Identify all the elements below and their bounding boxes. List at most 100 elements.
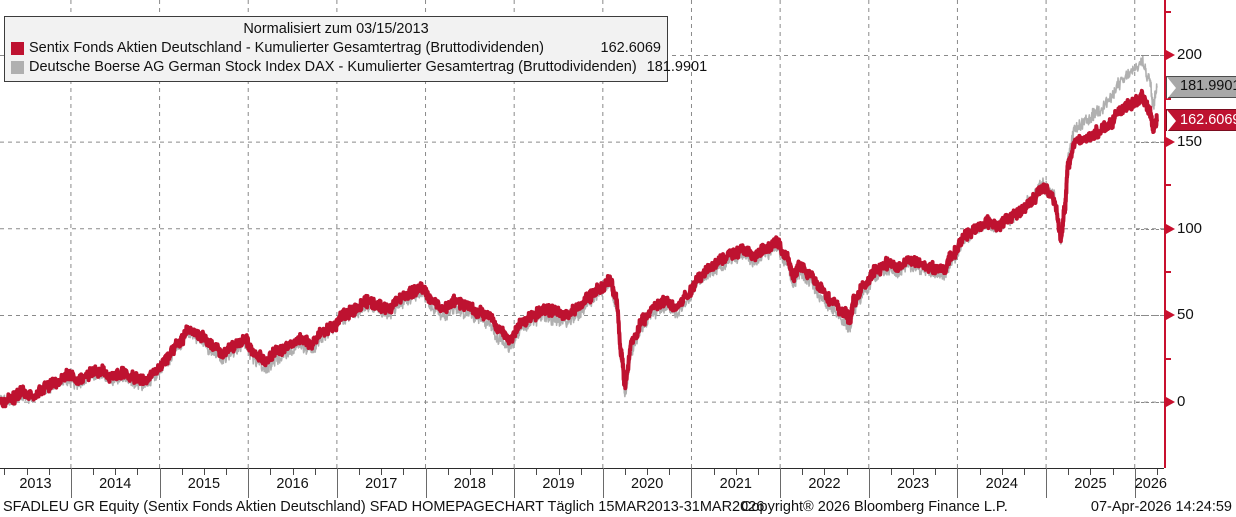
- status-bar: SFADLEU GR Equity (Sentix Fonds Aktien D…: [0, 498, 1236, 517]
- legend-label-sentix: Sentix Fonds Aktien Deutschland - Kumuli…: [29, 40, 544, 57]
- x-tick-minor: [536, 469, 538, 475]
- x-tick-minor: [492, 469, 494, 475]
- x-tick-major: [248, 468, 250, 498]
- x-tick-major: [868, 468, 870, 498]
- y-tick-arrow-icon: [1166, 223, 1175, 234]
- chart-plot-area: [0, 0, 1164, 468]
- y-tick-label: 50: [1177, 306, 1194, 324]
- legend-swatch-dax: [11, 60, 24, 74]
- copyright-notice: Copyright® 2026 Bloomberg Finance L.P.: [741, 499, 1008, 515]
- x-tick-major: [425, 468, 427, 498]
- y-tick-arrow-icon: [1166, 397, 1175, 408]
- y-tick-minor: [1164, 97, 1171, 100]
- legend-item-dax[interactable]: Deutsche Boerse AG German Stock Index DA…: [11, 58, 707, 77]
- x-tick-major: [159, 468, 161, 498]
- x-tick-minor: [558, 469, 560, 475]
- x-tick-major: [1134, 468, 1136, 498]
- x-tick-minor: [115, 469, 117, 475]
- x-tick-minor: [669, 469, 671, 475]
- x-tick-minor: [93, 469, 95, 475]
- x-tick-minor: [226, 469, 228, 475]
- x-tick-minor: [48, 469, 50, 475]
- x-tick-minor: [270, 469, 272, 475]
- x-tick-minor: [4, 469, 6, 475]
- legend-value-dax: 181.9901: [646, 58, 708, 75]
- y-axis-line: [1164, 0, 1166, 468]
- x-tick-minor: [735, 469, 737, 475]
- x-tick-minor: [1156, 469, 1158, 475]
- security-description: SFADLEU GR Equity (Sentix Fonds Aktien D…: [3, 499, 765, 515]
- y-tick-arrow-icon: [1166, 310, 1175, 321]
- price-tag-sentix-value: 162.6069: [1180, 112, 1236, 129]
- y-tick-minor: [1164, 11, 1171, 14]
- x-tick-minor: [1023, 469, 1025, 475]
- x-axis: 2013 2014 2015 2016 2017 2018 2019 2020 2021 2022…: [0, 468, 1167, 500]
- legend-label-dax: Deutsche Boerse AG German Stock Index DA…: [29, 58, 637, 75]
- x-tick-label: 2020: [631, 476, 664, 492]
- x-tick-label: 2019: [542, 476, 575, 492]
- x-tick-minor: [1068, 469, 1070, 475]
- flag-notch-icon: [1167, 76, 1176, 99]
- legend-title: Normalisiert zum 03/15/2013: [243, 21, 429, 37]
- x-tick-minor: [292, 469, 294, 475]
- y-tick-label: 0: [1177, 393, 1186, 411]
- x-tick-minor: [824, 469, 826, 475]
- y-tick-leader: [1136, 315, 1164, 317]
- x-tick-minor: [447, 469, 449, 475]
- y-tick-label: 150: [1177, 133, 1203, 151]
- x-axis-line: [0, 468, 1164, 469]
- x-tick-major: [602, 468, 604, 498]
- x-tick-minor: [1112, 469, 1114, 475]
- y-tick-label: 100: [1177, 219, 1203, 237]
- x-tick-major: [336, 468, 338, 498]
- x-tick-minor: [713, 469, 715, 475]
- x-tick-label: 2021: [719, 476, 752, 492]
- y-tick-leader: [1136, 142, 1164, 144]
- x-tick-minor: [359, 469, 361, 475]
- y-tick-leader: [1136, 55, 1164, 57]
- legend-item-sentix[interactable]: Sentix Fonds Aktien Deutschland - Kumuli…: [11, 39, 661, 58]
- x-tick-minor: [647, 469, 649, 475]
- x-tick-minor: [935, 469, 937, 475]
- price-tag-dax-value: 181.9901: [1180, 78, 1236, 95]
- x-tick-label: 2014: [99, 476, 132, 492]
- x-tick-minor: [181, 469, 183, 475]
- legend-value-sentix: 162.6069: [600, 40, 661, 57]
- x-tick-minor: [314, 469, 316, 475]
- x-tick-label: 2013: [19, 476, 52, 492]
- x-tick-minor: [381, 469, 383, 475]
- price-tag-dax[interactable]: 181.9901: [1166, 75, 1236, 99]
- y-tick-arrow-icon: [1166, 137, 1175, 148]
- x-tick-minor: [1090, 469, 1092, 475]
- x-tick-major: [780, 468, 782, 498]
- x-tick-label: 2024: [985, 476, 1018, 492]
- x-tick-label: 2018: [453, 476, 486, 492]
- y-tick-minor: [1164, 357, 1171, 360]
- x-tick-minor: [580, 469, 582, 475]
- x-tick-minor: [26, 469, 28, 475]
- x-tick-minor: [469, 469, 471, 475]
- y-tick-label: 200: [1177, 46, 1203, 64]
- x-tick-minor: [802, 469, 804, 475]
- x-tick-label: 2022: [808, 476, 841, 492]
- flag-notch-icon: [1167, 110, 1176, 133]
- y-tick-leader: [1136, 228, 1164, 230]
- y-tick-arrow-icon: [1166, 50, 1175, 61]
- x-tick-minor: [137, 469, 139, 475]
- chart-series-lines: [0, 54, 1159, 409]
- x-tick-minor: [403, 469, 405, 475]
- y-axis: 0 50 100 150 200 181.9901 162.6069: [1136, 0, 1236, 468]
- x-tick-major: [957, 468, 959, 498]
- x-tick-label: 2015: [187, 476, 221, 492]
- legend-swatch-sentix: [11, 42, 24, 56]
- x-tick-major: [1046, 468, 1048, 498]
- timestamp: 07-Apr-2026 14:24:59: [1090, 499, 1232, 515]
- x-tick-minor: [979, 469, 981, 475]
- x-tick-major: [70, 468, 72, 498]
- x-tick-label: 2026: [1134, 476, 1167, 492]
- x-tick-label: 2017: [365, 476, 398, 492]
- x-tick-major: [691, 468, 693, 498]
- price-tag-sentix[interactable]: 162.6069: [1166, 109, 1236, 133]
- x-tick-minor: [203, 469, 205, 475]
